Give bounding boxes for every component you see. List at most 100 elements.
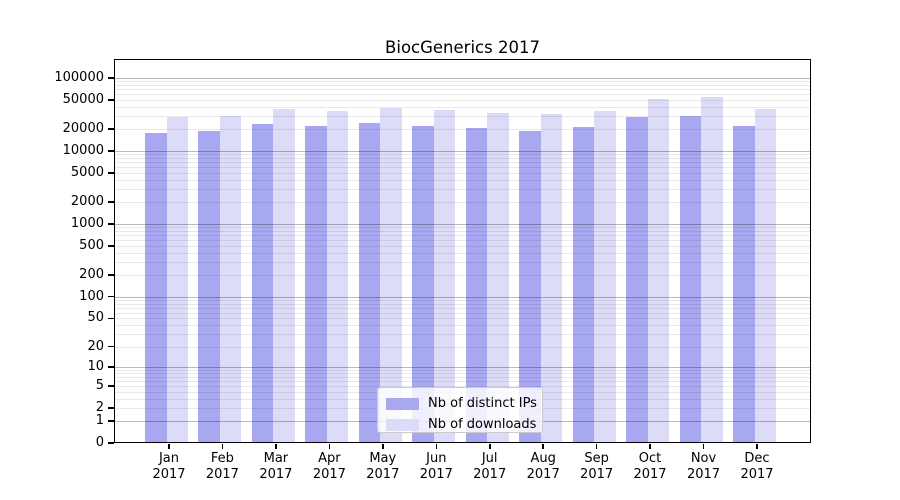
y-axis-tick xyxy=(108,274,114,276)
x-label-month: Aug xyxy=(530,451,556,466)
bar-downloads xyxy=(594,111,616,443)
x-axis-tick xyxy=(382,444,384,449)
x-label-month: Feb xyxy=(210,451,234,466)
bar-downloads xyxy=(647,99,669,443)
x-axis-tick xyxy=(328,444,331,449)
bar-distinct-ips xyxy=(145,133,167,443)
gridline-minor xyxy=(115,381,810,383)
y-axis-tick xyxy=(108,317,114,320)
y-axis-tick-label: 2 xyxy=(95,400,104,416)
gridline-minor xyxy=(115,202,810,203)
x-label-month: Jan xyxy=(158,451,180,466)
bar-downloads xyxy=(166,117,188,443)
bar-distinct-ips xyxy=(198,130,220,443)
y-axis-tick-label: 10 xyxy=(87,359,104,374)
chart-title: BiocGenerics 2017 xyxy=(385,38,540,57)
y-axis-tick-label: 100000 xyxy=(54,70,104,85)
gridline-minor xyxy=(115,116,810,118)
bar-distinct-ips xyxy=(465,127,488,443)
bar-downloads xyxy=(540,114,563,443)
x-label-month: Mar xyxy=(263,451,289,466)
gridline-minor xyxy=(115,81,810,83)
legend: Nb of distinct IPs Nb of downloads xyxy=(377,387,543,433)
x-label-month: May xyxy=(369,451,397,466)
y-axis-tick xyxy=(108,366,114,368)
gridline-major xyxy=(115,151,810,152)
x-label-month: Jul xyxy=(481,451,498,466)
x-label-year: 2017 xyxy=(473,467,507,482)
gridline-minor xyxy=(115,325,810,327)
gridline-minor xyxy=(115,158,810,160)
y-axis-tick xyxy=(108,172,114,174)
gridline-minor xyxy=(115,189,810,191)
gridline-minor xyxy=(115,154,810,156)
y-axis-tick-label: 200 xyxy=(79,266,104,282)
gridline-minor xyxy=(115,307,810,309)
gridline-minor xyxy=(115,231,810,232)
y-axis-tick-label: 1000 xyxy=(70,216,104,231)
y-axis-tick-label: 50000 xyxy=(62,92,104,107)
bar-distinct-ips xyxy=(358,123,381,443)
legend-swatch-distinct-ips xyxy=(386,397,419,410)
legend-swatch-downloads xyxy=(386,418,419,431)
y-axis-tick-label: 20 xyxy=(87,338,104,354)
y-axis-tick xyxy=(108,150,114,152)
x-axis-tick xyxy=(168,444,170,449)
gridline-minor xyxy=(115,240,810,242)
x-axis-tick-label: Oct 2017 xyxy=(623,451,677,483)
gridline-minor xyxy=(115,262,810,264)
gridline-minor xyxy=(115,300,810,301)
gridline-minor xyxy=(115,373,810,375)
y-axis-tick xyxy=(108,385,114,387)
gridline-minor xyxy=(115,303,810,305)
y-axis-tick xyxy=(108,99,114,101)
x-axis-tick-label: Apr 2017 xyxy=(302,451,356,483)
gridline-minor xyxy=(115,253,810,254)
x-axis-tick xyxy=(435,444,437,449)
gridline-minor xyxy=(115,167,810,169)
gridline-major xyxy=(115,367,810,368)
bar-downloads xyxy=(487,113,509,443)
x-axis-tick-label: Aug 2017 xyxy=(516,451,570,483)
x-axis-tick xyxy=(221,444,224,449)
gridline-minor xyxy=(115,89,810,91)
y-axis-tick-label: 1 xyxy=(95,413,104,428)
bar-distinct-ips xyxy=(412,126,434,443)
gridline-minor xyxy=(115,346,810,348)
bar-distinct-ips xyxy=(572,127,595,443)
gridline-minor xyxy=(115,318,810,320)
x-label-year: 2017 xyxy=(580,467,614,482)
y-axis-tick xyxy=(108,420,114,422)
y-axis-tick-label: 50 xyxy=(87,310,104,326)
x-label-year: 2017 xyxy=(633,467,667,482)
gridline-major xyxy=(115,296,810,298)
y-axis-tick-label: 100 xyxy=(79,288,104,304)
gridline-minor xyxy=(115,370,810,371)
y-axis-tick-label: 2000 xyxy=(70,194,104,209)
x-axis-tick-label: Nov 2017 xyxy=(677,451,731,483)
bar-downloads xyxy=(754,109,776,443)
x-label-year: 2017 xyxy=(205,467,239,482)
y-axis-tick-label: 500 xyxy=(79,237,104,253)
bar-downloads xyxy=(273,109,295,443)
gridline-minor xyxy=(115,100,810,101)
x-label-year: 2017 xyxy=(526,467,560,482)
x-axis-tick-label: Mar 2017 xyxy=(249,451,303,483)
gridline-major xyxy=(115,78,810,79)
x-label-month: Dec xyxy=(744,451,770,466)
x-label-year: 2017 xyxy=(259,467,293,482)
y-axis-tick-label: 5000 xyxy=(70,165,104,180)
x-axis-tick xyxy=(595,444,598,449)
gridline-minor xyxy=(115,227,810,229)
bar-downloads xyxy=(219,115,242,443)
x-axis-tick xyxy=(702,444,705,449)
x-axis-tick xyxy=(489,444,491,449)
x-axis-tick-label: Dec 2017 xyxy=(730,451,784,483)
bar-distinct-ips xyxy=(305,125,327,443)
gridline-minor xyxy=(115,129,810,130)
bar-downloads xyxy=(380,107,402,443)
legend-item-distinct-ips: Nb of distinct IPs xyxy=(386,394,537,413)
bar-downloads xyxy=(701,97,723,443)
bar-downloads xyxy=(433,110,456,443)
